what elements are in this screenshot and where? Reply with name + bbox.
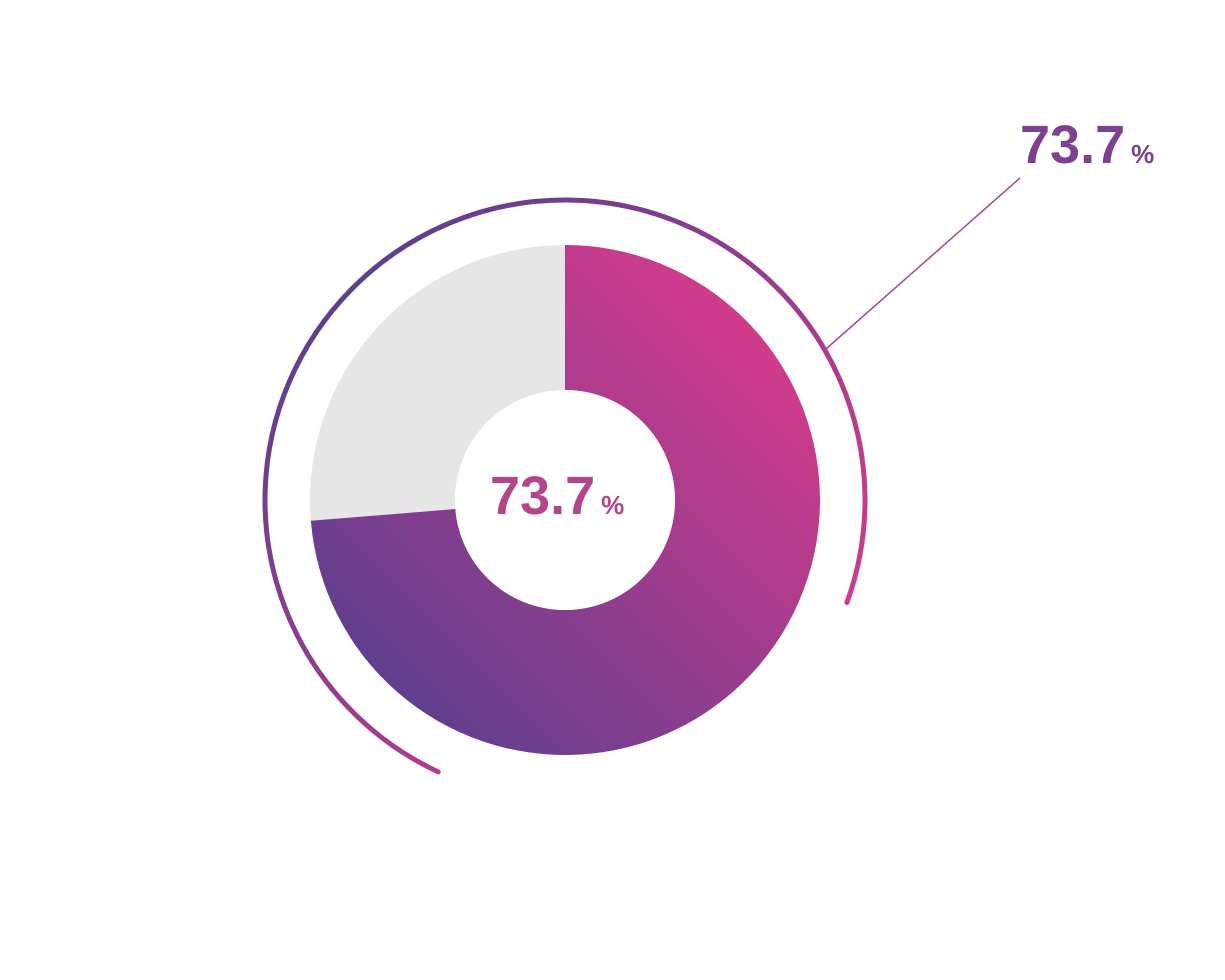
donut-chart-canvas: 73.7 % 73.7 % xyxy=(0,0,1225,980)
callout-percentage-unit: % xyxy=(1131,141,1154,167)
callout-percentage-label: 73.7 % xyxy=(1020,118,1154,172)
callout-percentage-value: 73.7 xyxy=(1020,118,1125,172)
center-percentage-value: 73.7 xyxy=(490,469,595,523)
callout-leader-line xyxy=(825,178,1020,350)
center-percentage-unit: % xyxy=(601,492,624,518)
center-percentage-label: 73.7 % xyxy=(490,469,624,523)
